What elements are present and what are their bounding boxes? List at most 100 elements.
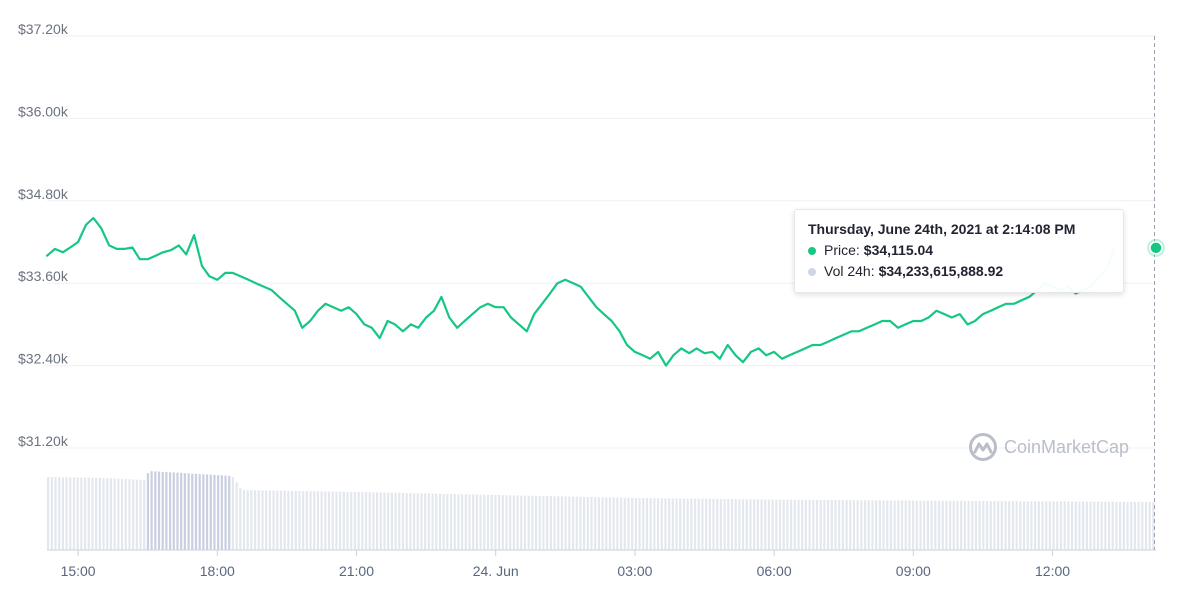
volume-bar [80, 477, 83, 550]
volume-bar [509, 495, 512, 550]
volume-bar [985, 501, 989, 550]
volume-bar [350, 491, 353, 550]
volume-bar [693, 498, 697, 550]
volume-bar [346, 491, 349, 550]
volume-bar [1034, 501, 1037, 550]
volume-bar [701, 498, 704, 550]
volume-bar [472, 494, 475, 550]
volume-bar [790, 499, 793, 550]
volume-bar [638, 498, 641, 550]
hover-point [1147, 238, 1165, 257]
volume-bar [634, 497, 637, 550]
volume-bar [257, 490, 260, 550]
volume-bar [165, 472, 168, 550]
volume-bar [409, 493, 412, 550]
volume-bar [361, 492, 364, 550]
watermark-text: CoinMarketCap [1004, 436, 1130, 457]
volume-bar [453, 494, 456, 550]
volume-bar [549, 496, 552, 550]
x-tick-label: 24. Jun [473, 563, 519, 579]
volume-bar [686, 498, 689, 550]
volume-bar [749, 499, 752, 550]
volume-bar [172, 472, 175, 550]
volume-bar [575, 496, 578, 550]
volume-bar [191, 473, 194, 550]
volume-bar [424, 493, 427, 550]
tooltip-price-row: Price: $34,115.04 [808, 240, 1110, 261]
volume-bar [339, 491, 342, 550]
volume-bar [1152, 501, 1155, 550]
x-tick-label: 18:00 [200, 563, 235, 579]
volume-bar [283, 490, 286, 550]
volume-bar [760, 499, 763, 550]
volume-bar [87, 477, 90, 550]
volume-bar [217, 475, 220, 550]
volume-bar [187, 473, 190, 550]
volume-bar [989, 501, 992, 550]
volume-bar [1133, 501, 1137, 550]
volume-bar [91, 477, 94, 550]
volume-bar [697, 498, 700, 550]
volume-bar [1011, 501, 1015, 550]
volume-bar [383, 492, 386, 550]
volume-bar [594, 497, 597, 550]
hover-tooltip: Thursday, June 24th, 2021 at 2:14:08 PM … [794, 209, 1124, 293]
volume-bar [461, 494, 464, 550]
volume-bar [993, 501, 996, 550]
volume-bar [819, 499, 822, 550]
volume-bar [313, 491, 316, 550]
volume-bar [427, 493, 430, 550]
volume-bar [623, 497, 626, 550]
volume-bar [1015, 501, 1018, 550]
volume-bar [327, 491, 331, 550]
volume-bar [1082, 501, 1085, 550]
volume-bar [679, 498, 682, 550]
volume-bar [1089, 501, 1092, 550]
volume-bar [705, 498, 708, 550]
volume-bar [342, 491, 345, 550]
volume-bar [1056, 501, 1059, 550]
volume-bar [157, 471, 161, 550]
volume-bar [98, 477, 101, 550]
volume-bar [912, 500, 915, 550]
tooltip-date: Thursday, June 24th, 2021 at 2:14:08 PM [808, 221, 1076, 237]
volume-bar [231, 476, 235, 550]
volume-bar [1141, 501, 1144, 550]
y-tick-label: $36.00k [18, 103, 69, 119]
volume-bar [886, 500, 889, 550]
x-tick-label: 15:00 [61, 563, 96, 579]
volume-bar [490, 494, 493, 550]
volume-bar [220, 475, 223, 550]
volume-bar [1022, 501, 1026, 550]
price-series [45, 216, 1116, 367]
volume-bar [76, 477, 79, 550]
tooltip-volume-value: $34,233,615,888.92 [878, 263, 1004, 279]
volume-bar [183, 473, 186, 550]
volume-bar [808, 499, 811, 550]
volume-bar [786, 499, 789, 550]
volume-bar [324, 491, 327, 550]
volume-bar [1067, 501, 1070, 550]
x-tick-label: 21:00 [339, 563, 374, 579]
volume-bar [823, 499, 826, 550]
volume-bar [520, 495, 523, 550]
volume-bar [435, 493, 438, 550]
volume-bar [168, 472, 172, 550]
volume-bar [364, 492, 368, 550]
volume-bar [546, 496, 549, 550]
volume-bar [468, 494, 471, 550]
volume-bar [205, 474, 209, 550]
volume-bar [1008, 501, 1011, 550]
volume-bar [882, 500, 885, 550]
volume-bar [1070, 501, 1074, 550]
volume-bar [1078, 501, 1081, 550]
volume-bar [542, 496, 545, 550]
volume-bar [331, 491, 334, 550]
volume-bar [254, 490, 257, 550]
volume-bar [387, 492, 390, 550]
volume-bar [801, 499, 804, 550]
volume-bar [631, 497, 634, 550]
volume-bar [656, 498, 660, 550]
